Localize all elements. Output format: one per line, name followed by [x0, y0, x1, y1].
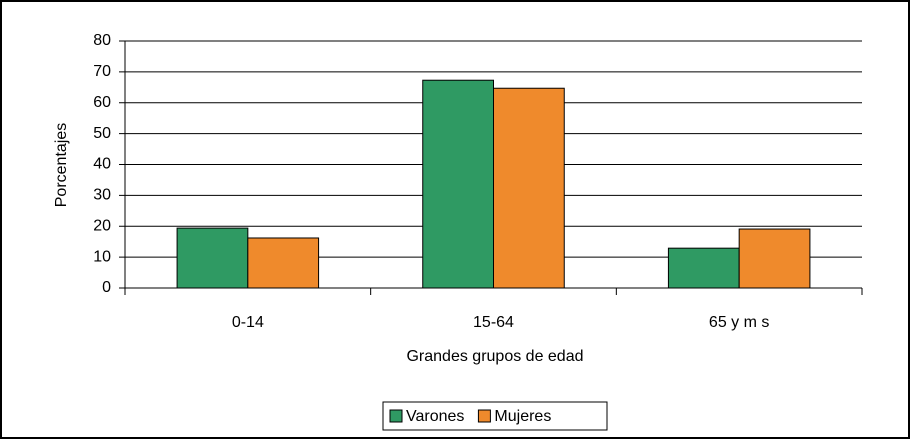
legend-swatch — [389, 409, 403, 423]
y-tick-label: 80 — [93, 32, 111, 49]
y-tick-label: 0 — [102, 279, 111, 296]
bar — [738, 228, 811, 289]
y-tick-label: 20 — [93, 217, 111, 234]
y-tick-label: 70 — [93, 63, 111, 80]
x-axis-title: Grandes grupos de edad — [406, 348, 583, 365]
y-axis-title: Porcentajes — [53, 123, 70, 208]
legend-box — [382, 401, 608, 431]
legend-swatch — [477, 409, 491, 423]
bar — [667, 247, 740, 289]
x-tick-label: 15-64 — [473, 314, 514, 331]
bar — [176, 227, 249, 289]
y-tick-label: 40 — [93, 156, 111, 173]
bar — [422, 79, 494, 289]
bar — [493, 87, 565, 289]
y-tick-label: 30 — [93, 187, 111, 204]
legend-label: Varones — [406, 408, 464, 425]
y-tick-label: 60 — [93, 94, 111, 111]
y-tick-label: 10 — [93, 248, 111, 265]
x-tick-label: 0-14 — [232, 314, 264, 331]
x-tick-label: 65 y m s — [709, 314, 769, 331]
y-tick-label: 50 — [93, 125, 111, 142]
legend-label: Mujeres — [494, 408, 551, 425]
bar — [247, 237, 320, 289]
